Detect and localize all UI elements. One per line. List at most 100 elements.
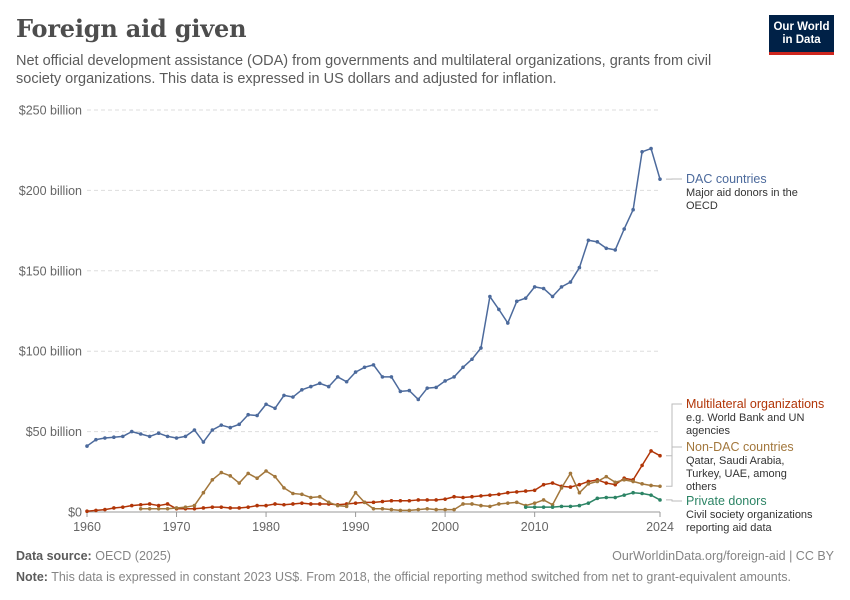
data-point — [443, 507, 447, 512]
data-point — [362, 365, 367, 370]
data-point — [353, 370, 358, 374]
data-point — [219, 470, 224, 475]
data-point — [335, 503, 340, 508]
data-point — [228, 474, 233, 478]
data-point — [380, 499, 385, 504]
data-point — [210, 478, 215, 482]
data-point — [138, 432, 143, 436]
data-point — [622, 478, 626, 482]
data-point — [649, 493, 653, 497]
data-point — [479, 503, 483, 508]
data-point — [568, 485, 573, 489]
data-point — [461, 495, 465, 500]
label-connector — [666, 403, 682, 457]
data-point — [273, 502, 277, 506]
data-point — [291, 491, 295, 496]
data-point — [631, 207, 635, 212]
data-point — [443, 379, 447, 383]
data-point — [371, 506, 376, 511]
series-non-dac-countries — [138, 469, 662, 513]
data-point — [264, 402, 268, 407]
note-text: This data is expressed in constant 2023 … — [51, 570, 791, 584]
data-source-value[interactable]: OECD (2025) — [95, 549, 171, 563]
data-point — [228, 506, 233, 510]
data-point — [568, 471, 573, 476]
data-point — [604, 246, 609, 251]
data-point — [210, 505, 215, 509]
data-point — [300, 387, 304, 392]
data-point — [470, 502, 474, 506]
chart-title: Foreign aid given — [16, 14, 247, 43]
data-point — [461, 502, 465, 506]
series-description-multilateral: e.g. World Bank and UN — [686, 412, 804, 424]
credit-link[interactable]: OurWorldinData.org/foreign-aid | CC BY — [612, 549, 834, 563]
data-point — [112, 435, 116, 440]
x-tick-label: 2010 — [521, 520, 549, 534]
data-point — [550, 481, 555, 485]
data-point — [255, 413, 259, 418]
data-point — [640, 482, 644, 486]
data-point — [398, 389, 403, 394]
data-point — [649, 146, 653, 151]
data-source: Data source: OECD (2025) — [16, 549, 171, 563]
data-point — [640, 150, 644, 154]
data-point — [174, 436, 179, 440]
data-point — [577, 490, 582, 495]
data-point — [506, 490, 510, 495]
series-label-dac: DAC countries — [686, 172, 767, 186]
owid-logo[interactable]: Our World in Data — [769, 15, 834, 55]
data-point — [595, 240, 600, 244]
data-point — [183, 434, 188, 439]
data-point — [291, 502, 295, 506]
data-point — [514, 299, 519, 304]
data-point — [291, 395, 295, 399]
label-connector — [666, 499, 682, 502]
data-point — [452, 507, 456, 512]
data-point — [210, 428, 215, 432]
data-point — [541, 286, 546, 291]
logo-line-1: Our World — [773, 20, 830, 33]
data-point — [156, 503, 161, 508]
data-point — [219, 505, 224, 509]
chart-subtitle: Net official development assistance (ODA… — [16, 53, 712, 87]
data-point — [371, 363, 376, 367]
data-point — [273, 406, 277, 411]
data-point — [255, 503, 259, 508]
data-point — [470, 357, 474, 362]
data-point — [559, 285, 564, 289]
data-point — [353, 501, 358, 505]
y-tick-label: $0 — [68, 506, 82, 520]
data-point — [577, 265, 582, 270]
series-description-dac: Major aid donors in the — [686, 187, 798, 199]
series-description-non-dac: others — [686, 481, 717, 493]
data-point — [434, 498, 438, 502]
series-description-multilateral: agencies — [686, 425, 731, 437]
data-point — [103, 436, 107, 440]
data-point — [532, 505, 537, 509]
data-point — [246, 471, 250, 476]
data-point — [273, 474, 277, 479]
data-point — [201, 440, 206, 444]
data-point — [416, 397, 421, 402]
data-point — [479, 346, 483, 350]
data-point — [568, 504, 573, 509]
data-point — [443, 497, 447, 501]
data-point — [452, 494, 456, 499]
data-point — [156, 506, 161, 511]
data-point — [649, 449, 653, 453]
data-point — [192, 503, 197, 508]
data-point — [604, 474, 609, 479]
data-point — [541, 498, 546, 502]
data-point — [344, 379, 349, 384]
y-tick-label: $200 billion — [19, 184, 82, 198]
data-point — [165, 502, 170, 506]
data-point — [121, 505, 125, 509]
data-point — [658, 484, 662, 489]
data-point — [246, 505, 250, 509]
data-point — [219, 423, 224, 427]
data-point — [497, 307, 501, 312]
data-point — [112, 506, 116, 510]
data-point — [425, 506, 430, 511]
data-point — [407, 388, 412, 393]
data-point — [622, 493, 626, 497]
